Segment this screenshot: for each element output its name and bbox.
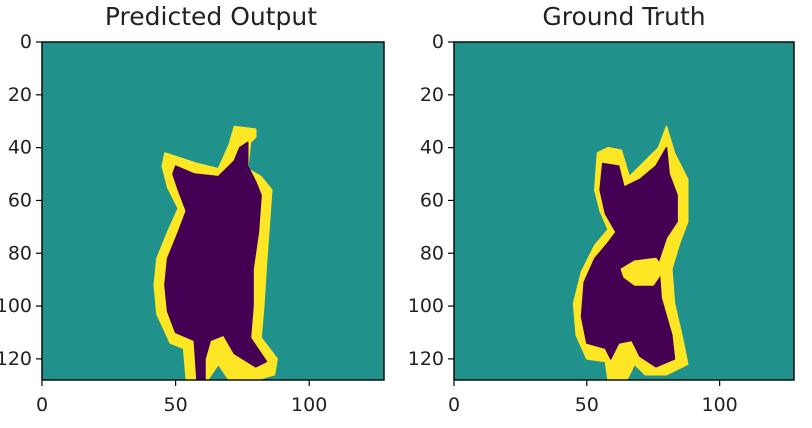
ground-truth-segmentation-regions bbox=[572, 125, 689, 380]
predicted-output-y-tick-label-7: 120 bbox=[0, 348, 32, 370]
predicted-output-segmentation-regions bbox=[153, 125, 278, 380]
predicted-output-y-tick-label-1: 0 bbox=[20, 31, 32, 53]
ground-truth-y-tick-label-6: 100 bbox=[408, 295, 444, 317]
ground-truth-y-tick-label-7: 120 bbox=[408, 348, 444, 370]
predicted-output-x-tick-label-2: 50 bbox=[164, 394, 188, 416]
ground-truth-x-tick-label-1: 0 bbox=[448, 394, 460, 416]
predicted-output-y-tick-label-5: 80 bbox=[8, 242, 32, 264]
ground-truth-y-tick-label-5: 80 bbox=[420, 242, 444, 264]
ground-truth-y-tick-label-2: 20 bbox=[420, 84, 444, 106]
ground-truth-y-tick-label-3: 40 bbox=[420, 137, 444, 159]
ground-truth-boundary-region-3 bbox=[620, 257, 665, 286]
predicted-output-y-tick-label-4: 60 bbox=[8, 189, 32, 211]
predicted-output-y-tick-label-3: 40 bbox=[8, 137, 32, 159]
predicted-output-axis-frame bbox=[41, 41, 385, 381]
predicted-output-title: Predicted Output bbox=[105, 2, 317, 31]
ground-truth-y-tick-label-1: 0 bbox=[432, 31, 444, 53]
ground-truth-x-tick-label-3: 100 bbox=[701, 394, 737, 416]
predicted-output-panel: Predicted Output 0 50 100 0 20 40 60 80 100 120 bbox=[0, 2, 385, 416]
predicted-output-x-tick-label-1: 0 bbox=[36, 394, 48, 416]
predicted-output-object-region-2 bbox=[164, 141, 268, 380]
predicted-output-y-tick-label-6: 100 bbox=[0, 295, 32, 317]
ground-truth-y-tick-label-4: 60 bbox=[420, 189, 444, 211]
ground-truth-axis-frame bbox=[453, 41, 795, 381]
ground-truth-object-region-2 bbox=[580, 146, 678, 368]
predicted-output-y-tick-label-2: 20 bbox=[8, 84, 32, 106]
ground-truth-title: Ground Truth bbox=[542, 2, 705, 31]
ground-truth-panel: Ground Truth 0 50 100 0 20 40 60 80 100 120 bbox=[408, 2, 795, 416]
ground-truth-x-tick-label-2: 50 bbox=[575, 394, 599, 416]
predicted-output-x-tick-label-3: 100 bbox=[291, 394, 327, 416]
